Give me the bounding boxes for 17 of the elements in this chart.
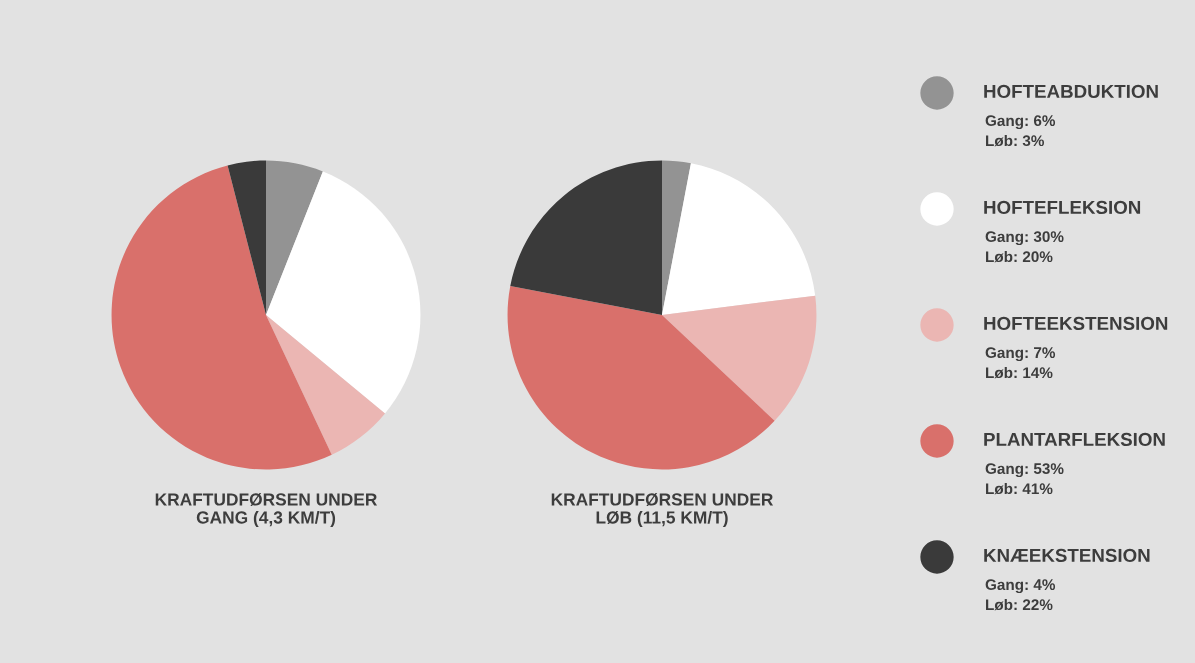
text: KRAFTUDFØRSEN UNDER GANG (4,3 KM/T) <box>155 492 378 528</box>
text: Gang: 7% <box>985 347 1056 362</box>
text: KRAFTUDFØRSEN UNDER LØB (11,5 KM/T) <box>551 492 774 528</box>
text: Gang: 6% <box>985 115 1056 130</box>
legend-label: HOFTEFLEKSION <box>984 200 1141 215</box>
text: Løb: 3% <box>986 134 1045 147</box>
text: Løb: 22% <box>986 598 1053 611</box>
text: Gang: 4% <box>985 579 1056 594</box>
text: Løb: 41% <box>986 482 1053 495</box>
text: Løb: 14% <box>986 366 1053 379</box>
text: Gang: 53% <box>985 463 1064 478</box>
text: Gang: 30% <box>985 231 1064 246</box>
legend-label: HOFTEABDUKTION <box>984 84 1158 99</box>
legend-label: HOFTEEKSTENSION <box>984 316 1168 331</box>
text: Løb: 20% <box>986 250 1053 263</box>
legend-label: PLANTARFLEKSION <box>984 432 1165 447</box>
legend-label: KNÆEKSTENSION <box>984 548 1150 563</box>
